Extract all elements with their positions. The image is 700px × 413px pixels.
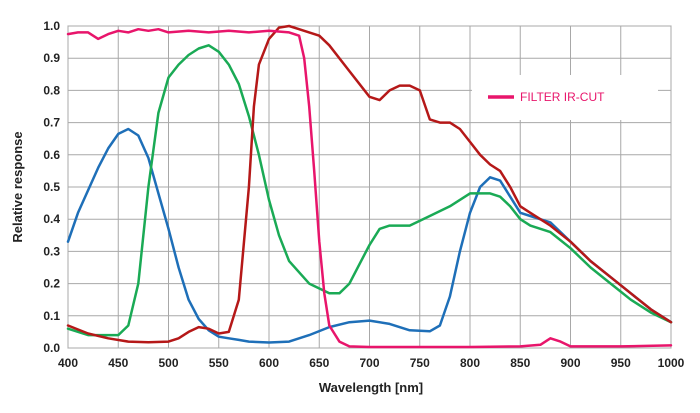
series-line-4 xyxy=(66,27,673,349)
series-lines xyxy=(66,24,673,349)
x-tick-label: 1000 xyxy=(658,356,685,370)
y-axis-title: Relative response xyxy=(10,131,25,242)
y-tick-label: 0.1 xyxy=(43,309,60,323)
x-axis-title: Wavelength [nm] xyxy=(319,380,423,395)
y-tick-label: 0.4 xyxy=(43,212,60,226)
grid-lines xyxy=(67,25,672,349)
y-tick-label: 0.5 xyxy=(43,180,60,194)
x-tick-label: 900 xyxy=(560,356,580,370)
x-tick-label: 550 xyxy=(209,356,229,370)
x-tick-label: 400 xyxy=(58,356,78,370)
x-tick-label: 950 xyxy=(611,356,631,370)
x-tick-label: 800 xyxy=(460,356,480,370)
legend: FILTER IR-CUT xyxy=(472,75,658,120)
series-line-3 xyxy=(66,24,673,344)
y-tick-label: 0.3 xyxy=(43,244,60,258)
y-tick-label: 0.6 xyxy=(43,148,60,162)
x-tick-label: 450 xyxy=(108,356,128,370)
x-tick-label: 750 xyxy=(410,356,430,370)
y-tick-label: 0.7 xyxy=(43,116,60,130)
legend-label-filter-ir-cut: FILTER IR-CUT xyxy=(520,90,605,104)
x-tick-label: 700 xyxy=(359,356,379,370)
y-tick-label: 0.2 xyxy=(43,277,60,291)
y-tick-label: 0.0 xyxy=(43,341,60,355)
y-tick-label: 1.0 xyxy=(43,19,60,33)
x-tick-label: 500 xyxy=(158,356,178,370)
x-tick-label: 850 xyxy=(510,356,530,370)
series-line-2 xyxy=(66,44,673,337)
x-tick-labels: 400 450 500 550 600 650 700 750 800 850 900 950 1000 xyxy=(58,356,685,370)
y-tick-labels: 0.0 0.1 0.2 0.3 0.4 0.5 0.6 0.7 0.8 0.9 1.0 xyxy=(43,19,60,355)
x-tick-label: 600 xyxy=(259,356,279,370)
x-tick-label: 650 xyxy=(309,356,329,370)
y-tick-label: 0.8 xyxy=(43,83,60,97)
y-tick-label: 0.9 xyxy=(43,51,60,65)
